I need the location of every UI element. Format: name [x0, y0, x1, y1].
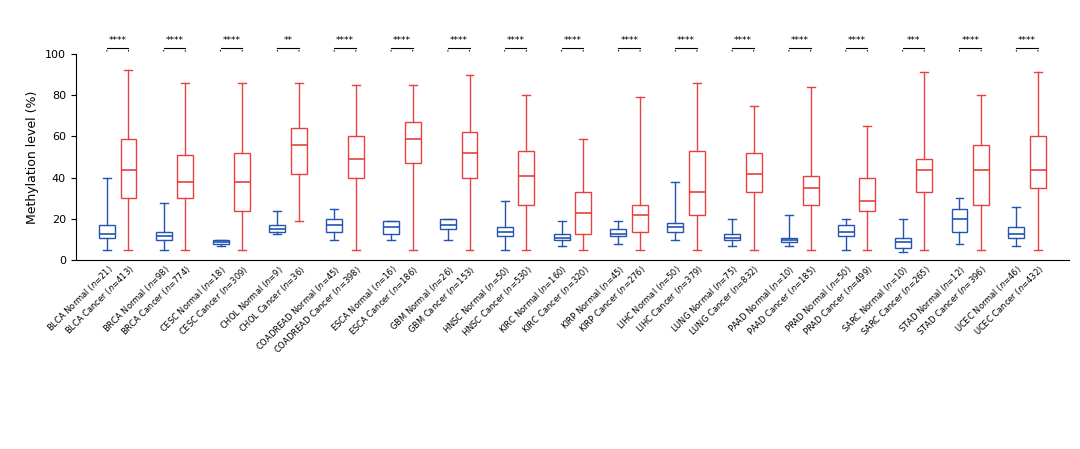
- Text: ****: ****: [222, 35, 241, 44]
- PathPatch shape: [348, 136, 364, 178]
- PathPatch shape: [518, 151, 535, 205]
- Text: ****: ****: [791, 35, 809, 44]
- PathPatch shape: [121, 139, 136, 198]
- PathPatch shape: [1009, 227, 1024, 238]
- PathPatch shape: [746, 153, 761, 192]
- PathPatch shape: [973, 145, 989, 205]
- PathPatch shape: [894, 238, 910, 248]
- Text: ****: ****: [109, 35, 126, 44]
- PathPatch shape: [440, 219, 456, 229]
- Text: ****: ****: [677, 35, 696, 44]
- PathPatch shape: [916, 159, 932, 192]
- Text: ****: ****: [393, 35, 410, 44]
- PathPatch shape: [156, 232, 172, 240]
- Text: ****: ****: [961, 35, 980, 44]
- PathPatch shape: [781, 238, 797, 242]
- PathPatch shape: [951, 209, 968, 232]
- PathPatch shape: [576, 192, 591, 233]
- PathPatch shape: [383, 221, 399, 233]
- Text: ****: ****: [848, 35, 865, 44]
- PathPatch shape: [291, 128, 307, 174]
- PathPatch shape: [234, 153, 251, 211]
- PathPatch shape: [554, 233, 569, 240]
- PathPatch shape: [667, 223, 684, 232]
- Text: ****: ****: [449, 35, 468, 44]
- PathPatch shape: [177, 155, 193, 198]
- Text: ****: ****: [734, 35, 752, 44]
- PathPatch shape: [269, 225, 285, 232]
- Text: ****: ****: [564, 35, 581, 44]
- PathPatch shape: [99, 225, 114, 238]
- PathPatch shape: [213, 240, 229, 244]
- PathPatch shape: [860, 178, 876, 211]
- PathPatch shape: [610, 229, 626, 236]
- PathPatch shape: [405, 122, 420, 163]
- PathPatch shape: [838, 225, 854, 236]
- Text: ****: ****: [1018, 35, 1036, 44]
- Text: ****: ****: [165, 35, 184, 44]
- PathPatch shape: [326, 219, 342, 232]
- Text: **: **: [284, 35, 293, 44]
- PathPatch shape: [725, 233, 740, 240]
- Text: ***: ***: [907, 35, 920, 44]
- Text: ****: ****: [620, 35, 638, 44]
- Text: ****: ****: [336, 35, 354, 44]
- PathPatch shape: [689, 151, 705, 215]
- PathPatch shape: [497, 227, 513, 236]
- Text: ****: ****: [507, 35, 525, 44]
- PathPatch shape: [802, 176, 819, 205]
- PathPatch shape: [461, 132, 477, 178]
- PathPatch shape: [1030, 136, 1045, 188]
- PathPatch shape: [632, 205, 648, 232]
- Y-axis label: Methylation level (%): Methylation level (%): [26, 90, 39, 224]
